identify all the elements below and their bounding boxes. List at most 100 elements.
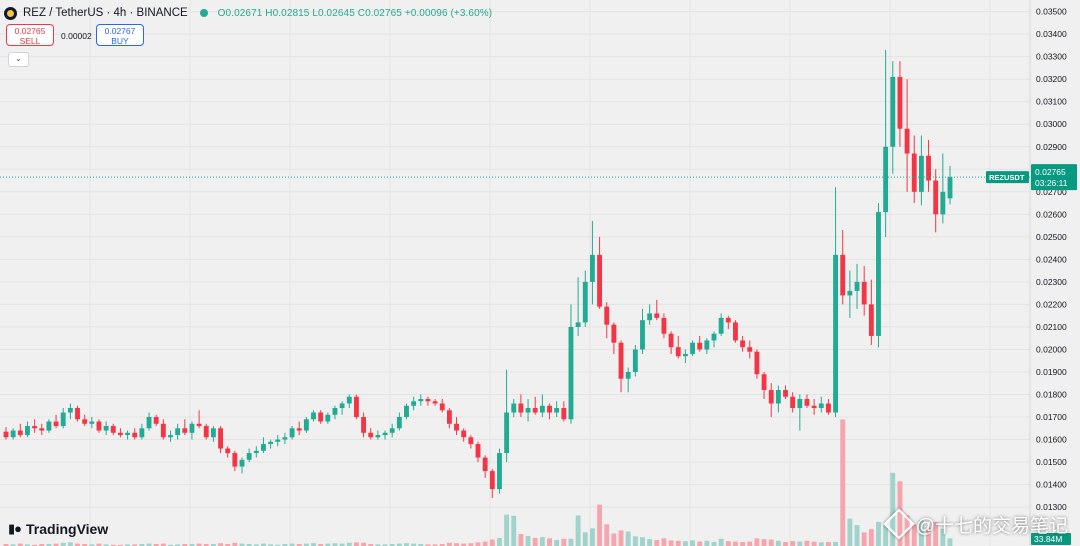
candle-body[interactable] bbox=[346, 396, 352, 404]
candle-body[interactable] bbox=[818, 403, 824, 409]
candle-body[interactable] bbox=[96, 421, 102, 431]
candle-body[interactable] bbox=[647, 313, 653, 321]
candle-body[interactable] bbox=[497, 453, 502, 490]
candle-body[interactable] bbox=[32, 426, 38, 429]
tradingview-logo[interactable]: ▮● TradingView bbox=[8, 520, 108, 538]
candle-body[interactable] bbox=[675, 347, 681, 357]
candle-body[interactable] bbox=[868, 304, 874, 336]
candle-body[interactable] bbox=[361, 417, 367, 433]
candle-body[interactable] bbox=[160, 423, 166, 438]
candle-body[interactable] bbox=[396, 417, 402, 429]
candle-body[interactable] bbox=[3, 431, 9, 438]
candle-body[interactable] bbox=[439, 403, 445, 411]
candle-body[interactable] bbox=[175, 428, 181, 436]
candle-body[interactable] bbox=[375, 435, 381, 438]
candle-body[interactable] bbox=[697, 342, 703, 350]
candle-body[interactable] bbox=[425, 399, 431, 402]
candle-body[interactable] bbox=[940, 191, 946, 215]
candle-body[interactable] bbox=[461, 430, 467, 438]
candle-body[interactable] bbox=[125, 432, 131, 436]
candle-body[interactable] bbox=[775, 389, 781, 404]
candle-body[interactable] bbox=[103, 426, 109, 431]
candle-body[interactable] bbox=[110, 426, 116, 433]
candle-body[interactable] bbox=[690, 342, 695, 354]
candle-body[interactable] bbox=[582, 281, 588, 323]
candle-body[interactable] bbox=[303, 419, 309, 431]
candle-body[interactable] bbox=[883, 146, 889, 213]
candle-body[interactable] bbox=[203, 426, 209, 438]
candle-body[interactable] bbox=[454, 423, 459, 431]
candle-body[interactable] bbox=[196, 423, 202, 427]
candle-body[interactable] bbox=[89, 421, 95, 424]
candle-body[interactable] bbox=[67, 408, 73, 413]
candle-body[interactable] bbox=[632, 349, 638, 372]
candle-body[interactable] bbox=[489, 471, 495, 490]
sell-button[interactable]: 0.02765 SELL bbox=[6, 24, 54, 46]
candle-body[interactable] bbox=[268, 441, 274, 445]
candle-body[interactable] bbox=[790, 396, 796, 409]
candle-body[interactable] bbox=[811, 405, 817, 409]
candle-body[interactable] bbox=[768, 389, 774, 404]
candle-body[interactable] bbox=[504, 412, 510, 454]
candle-body[interactable] bbox=[168, 435, 173, 438]
candle-body[interactable] bbox=[53, 421, 59, 427]
candle-body[interactable] bbox=[589, 254, 595, 282]
candle-body[interactable] bbox=[418, 399, 424, 402]
candle-body[interactable] bbox=[904, 128, 910, 154]
candle-body[interactable] bbox=[704, 340, 710, 350]
candle-body[interactable] bbox=[246, 453, 252, 460]
candle-body[interactable] bbox=[854, 281, 860, 291]
candle-body[interactable] bbox=[282, 437, 288, 440]
candle-body[interactable] bbox=[368, 432, 374, 438]
candle-body[interactable] bbox=[532, 408, 538, 413]
candle-body[interactable] bbox=[389, 428, 395, 433]
collapse-legend-button[interactable]: ⌄ bbox=[8, 52, 29, 67]
candle-body[interactable] bbox=[918, 155, 924, 192]
candle-body[interactable] bbox=[568, 326, 574, 420]
candle-body[interactable] bbox=[926, 155, 931, 181]
candle-body[interactable] bbox=[654, 313, 660, 318]
symbol-title[interactable]: REZ / TetherUS · 4h · BINANCE bbox=[23, 7, 188, 19]
candle-body[interactable] bbox=[575, 322, 581, 327]
candle-body[interactable] bbox=[539, 405, 545, 413]
candle-body[interactable] bbox=[25, 426, 30, 436]
candle-body[interactable] bbox=[239, 459, 245, 467]
candle-body[interactable] bbox=[132, 432, 138, 438]
candle-body[interactable] bbox=[182, 428, 188, 433]
candle-body[interactable] bbox=[146, 417, 152, 429]
candle-body[interactable] bbox=[311, 412, 316, 420]
buy-button[interactable]: 0.02767 BUY bbox=[96, 24, 144, 46]
candle-body[interactable] bbox=[783, 389, 788, 397]
candle-body[interactable] bbox=[897, 76, 903, 129]
candle-body[interactable] bbox=[597, 254, 603, 307]
candle-body[interactable] bbox=[933, 180, 939, 215]
candle-body[interactable] bbox=[339, 403, 345, 409]
candle-body[interactable] bbox=[611, 324, 617, 343]
candle-body[interactable] bbox=[711, 333, 717, 341]
candle-body[interactable] bbox=[289, 428, 295, 438]
candle-body[interactable] bbox=[797, 399, 803, 409]
candle-body[interactable] bbox=[382, 432, 388, 436]
candle-body[interactable] bbox=[353, 396, 359, 418]
candle-body[interactable] bbox=[625, 371, 631, 379]
candle-body[interactable] bbox=[275, 439, 281, 442]
candle-body[interactable] bbox=[511, 403, 517, 413]
candle-body[interactable] bbox=[847, 290, 853, 296]
candle-body[interactable] bbox=[618, 342, 624, 379]
candle-body[interactable] bbox=[747, 347, 753, 352]
candle-body[interactable] bbox=[318, 412, 324, 422]
candle-body[interactable] bbox=[10, 430, 16, 438]
candle-body[interactable] bbox=[82, 419, 88, 424]
candle-body[interactable] bbox=[189, 423, 195, 433]
candle-body[interactable] bbox=[296, 428, 302, 431]
candle-body[interactable] bbox=[861, 281, 867, 305]
candle-body[interactable] bbox=[225, 448, 231, 454]
candle-body[interactable] bbox=[210, 428, 216, 438]
candle-body[interactable] bbox=[525, 408, 531, 413]
candle-body[interactable] bbox=[218, 428, 223, 449]
candle-body[interactable] bbox=[754, 351, 760, 375]
candle-body[interactable] bbox=[890, 76, 896, 147]
candle-body[interactable] bbox=[947, 177, 953, 199]
